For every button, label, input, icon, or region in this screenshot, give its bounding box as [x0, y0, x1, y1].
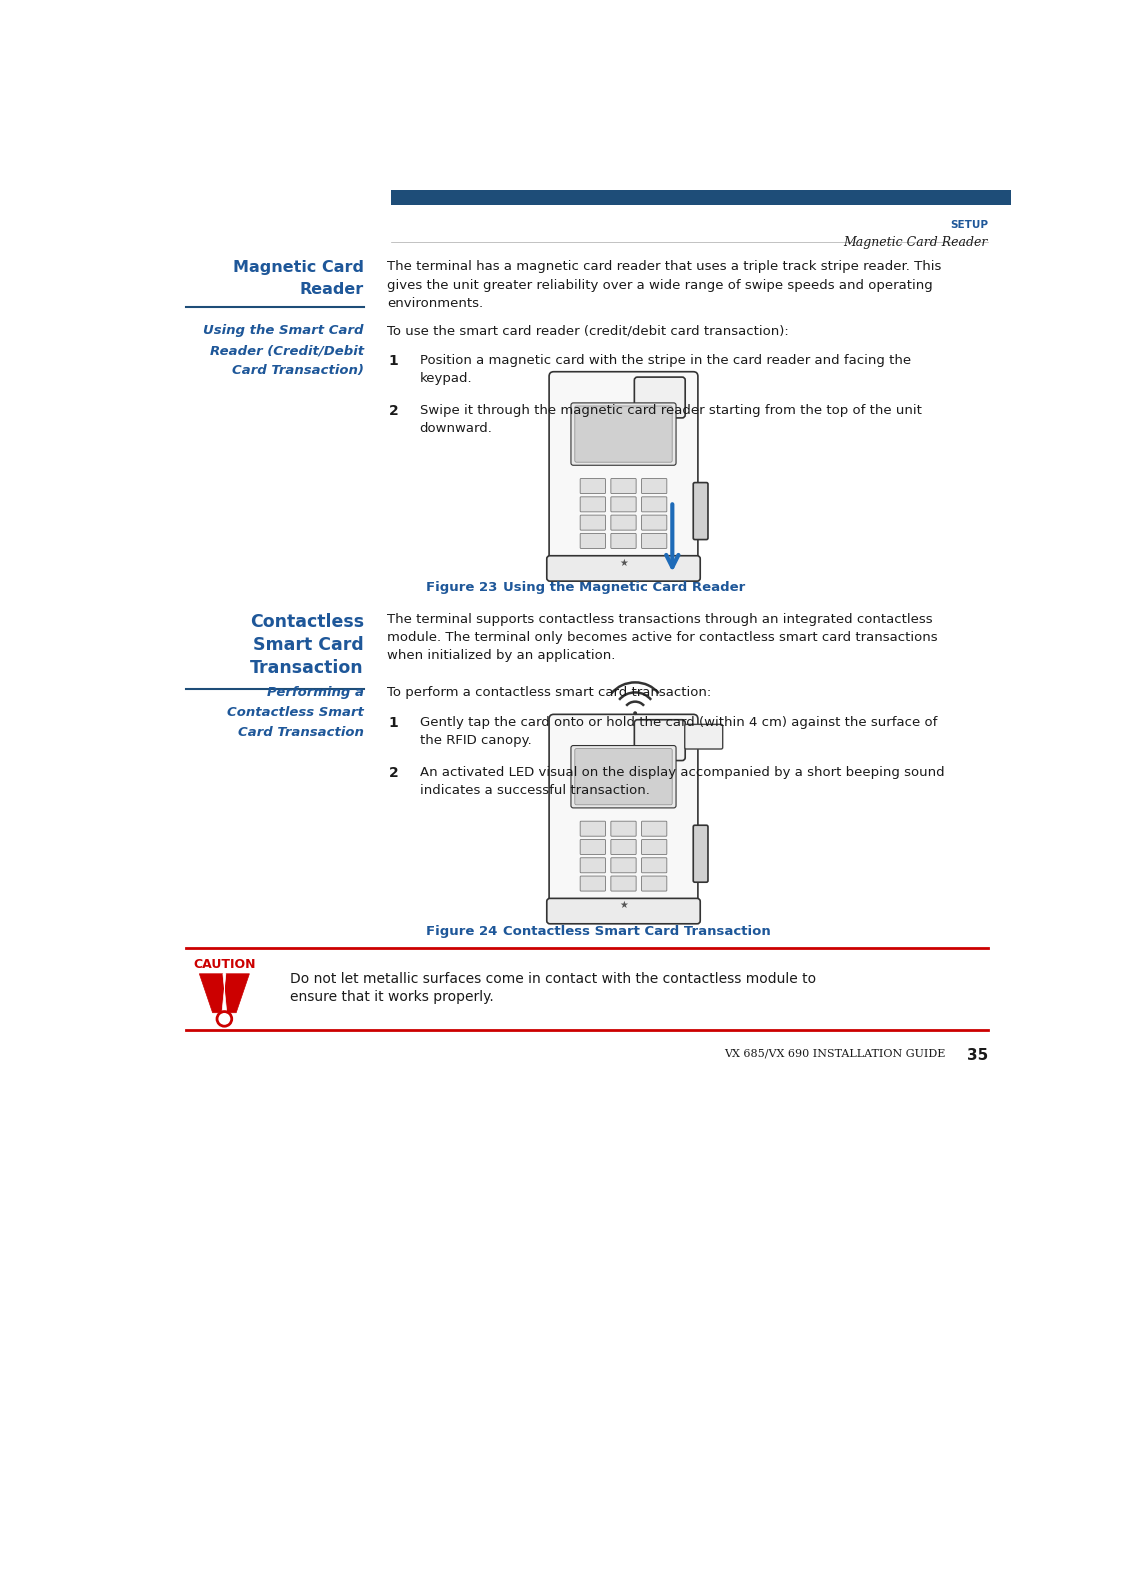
Text: gives the unit greater reliability over a wide range of swipe speeds and operati: gives the unit greater reliability over … [387, 278, 932, 292]
Text: environments.: environments. [387, 297, 483, 310]
Text: VX 685/VX 690 INSTALLATION GUIDE: VX 685/VX 690 INSTALLATION GUIDE [724, 1048, 945, 1059]
Text: keypad.: keypad. [420, 371, 472, 384]
Text: 1: 1 [389, 354, 398, 368]
Text: Reader: Reader [300, 281, 364, 297]
FancyBboxPatch shape [611, 515, 636, 531]
Text: Figure 23: Figure 23 [426, 581, 498, 594]
FancyBboxPatch shape [611, 875, 636, 891]
FancyBboxPatch shape [580, 858, 605, 872]
Text: Reader (Credit/Debit: Reader (Credit/Debit [209, 344, 364, 357]
Text: Swipe it through the magnetic card reader starting from the top of the unit: Swipe it through the magnetic card reade… [420, 403, 922, 417]
Text: 2: 2 [389, 766, 398, 779]
FancyBboxPatch shape [580, 875, 605, 891]
FancyBboxPatch shape [642, 496, 667, 512]
Text: Gently tap the card onto or hold the card (within 4 cm) against the surface of: Gently tap the card onto or hold the car… [420, 716, 937, 728]
Text: The terminal supports contactless transactions through an integrated contactless: The terminal supports contactless transa… [387, 613, 932, 626]
Text: Contactless Smart Card Transaction: Contactless Smart Card Transaction [503, 924, 771, 939]
FancyBboxPatch shape [642, 858, 667, 872]
Text: indicates a successful transaction.: indicates a successful transaction. [420, 784, 650, 796]
Text: Smart Card: Smart Card [253, 637, 364, 654]
FancyBboxPatch shape [549, 714, 698, 916]
Text: To use the smart card reader (credit/debit card transaction):: To use the smart card reader (credit/deb… [387, 324, 789, 338]
FancyBboxPatch shape [642, 534, 667, 548]
FancyBboxPatch shape [611, 858, 636, 872]
FancyBboxPatch shape [580, 822, 605, 836]
FancyBboxPatch shape [642, 839, 667, 855]
FancyBboxPatch shape [574, 406, 673, 463]
Text: ★: ★ [619, 901, 628, 910]
Text: Using the Magnetic Card Reader: Using the Magnetic Card Reader [503, 581, 746, 594]
FancyBboxPatch shape [571, 403, 676, 465]
FancyBboxPatch shape [580, 515, 605, 531]
FancyBboxPatch shape [571, 746, 676, 807]
FancyBboxPatch shape [642, 515, 667, 531]
Text: SETUP: SETUP [950, 220, 987, 231]
FancyBboxPatch shape [611, 479, 636, 493]
Text: Performing a: Performing a [267, 686, 364, 700]
Text: 35: 35 [967, 1048, 987, 1063]
Circle shape [633, 711, 637, 716]
FancyBboxPatch shape [635, 378, 685, 417]
Text: Transaction: Transaction [251, 659, 364, 678]
FancyBboxPatch shape [693, 825, 708, 882]
Text: Magnetic Card Reader: Magnetic Card Reader [843, 235, 987, 248]
Text: Using the Smart Card: Using the Smart Card [204, 324, 364, 338]
Text: To perform a contactless smart card transaction:: To perform a contactless smart card tran… [387, 686, 712, 700]
FancyBboxPatch shape [685, 724, 723, 749]
FancyBboxPatch shape [642, 875, 667, 891]
FancyBboxPatch shape [547, 899, 700, 924]
Text: The terminal has a magnetic card reader that uses a triple track stripe reader. : The terminal has a magnetic card reader … [387, 261, 942, 273]
Circle shape [217, 1011, 232, 1025]
Text: when initialized by an application.: when initialized by an application. [387, 649, 615, 662]
FancyBboxPatch shape [580, 496, 605, 512]
Text: Card Transaction: Card Transaction [238, 727, 364, 739]
Polygon shape [199, 973, 227, 1013]
Polygon shape [222, 973, 227, 1013]
FancyBboxPatch shape [611, 839, 636, 855]
Text: Magnetic Card: Magnetic Card [233, 261, 364, 275]
Text: Figure 24: Figure 24 [426, 924, 498, 939]
FancyBboxPatch shape [547, 556, 700, 581]
FancyBboxPatch shape [611, 822, 636, 836]
FancyBboxPatch shape [580, 534, 605, 548]
FancyBboxPatch shape [574, 749, 673, 804]
FancyBboxPatch shape [611, 534, 636, 548]
Text: 2: 2 [389, 403, 398, 417]
Text: the RFID canopy.: the RFID canopy. [420, 733, 532, 747]
FancyBboxPatch shape [642, 479, 667, 493]
Text: CAUTION: CAUTION [193, 957, 255, 972]
Text: Position a magnetic card with the stripe in the card reader and facing the: Position a magnetic card with the stripe… [420, 354, 911, 367]
FancyBboxPatch shape [580, 839, 605, 855]
FancyBboxPatch shape [635, 720, 685, 760]
Text: Card Transaction): Card Transaction) [232, 365, 364, 378]
Bar [391, 190, 1011, 205]
Text: Contactless Smart: Contactless Smart [227, 706, 364, 719]
Text: 1: 1 [389, 716, 398, 730]
Text: Contactless: Contactless [249, 613, 364, 630]
Text: ensure that it works properly.: ensure that it works properly. [291, 991, 494, 1003]
FancyBboxPatch shape [549, 371, 698, 574]
Text: An activated LED visual on the display accompanied by a short beeping sound: An activated LED visual on the display a… [420, 766, 944, 779]
FancyBboxPatch shape [580, 479, 605, 493]
Text: module. The terminal only becomes active for contactless smart card transactions: module. The terminal only becomes active… [387, 630, 938, 645]
FancyBboxPatch shape [611, 496, 636, 512]
Text: Do not let metallic surfaces come in contact with the contactless module to: Do not let metallic surfaces come in con… [291, 972, 817, 986]
FancyBboxPatch shape [642, 822, 667, 836]
FancyBboxPatch shape [693, 482, 708, 539]
Polygon shape [222, 973, 249, 1013]
Text: ★: ★ [619, 558, 628, 567]
Text: downward.: downward. [420, 422, 493, 434]
